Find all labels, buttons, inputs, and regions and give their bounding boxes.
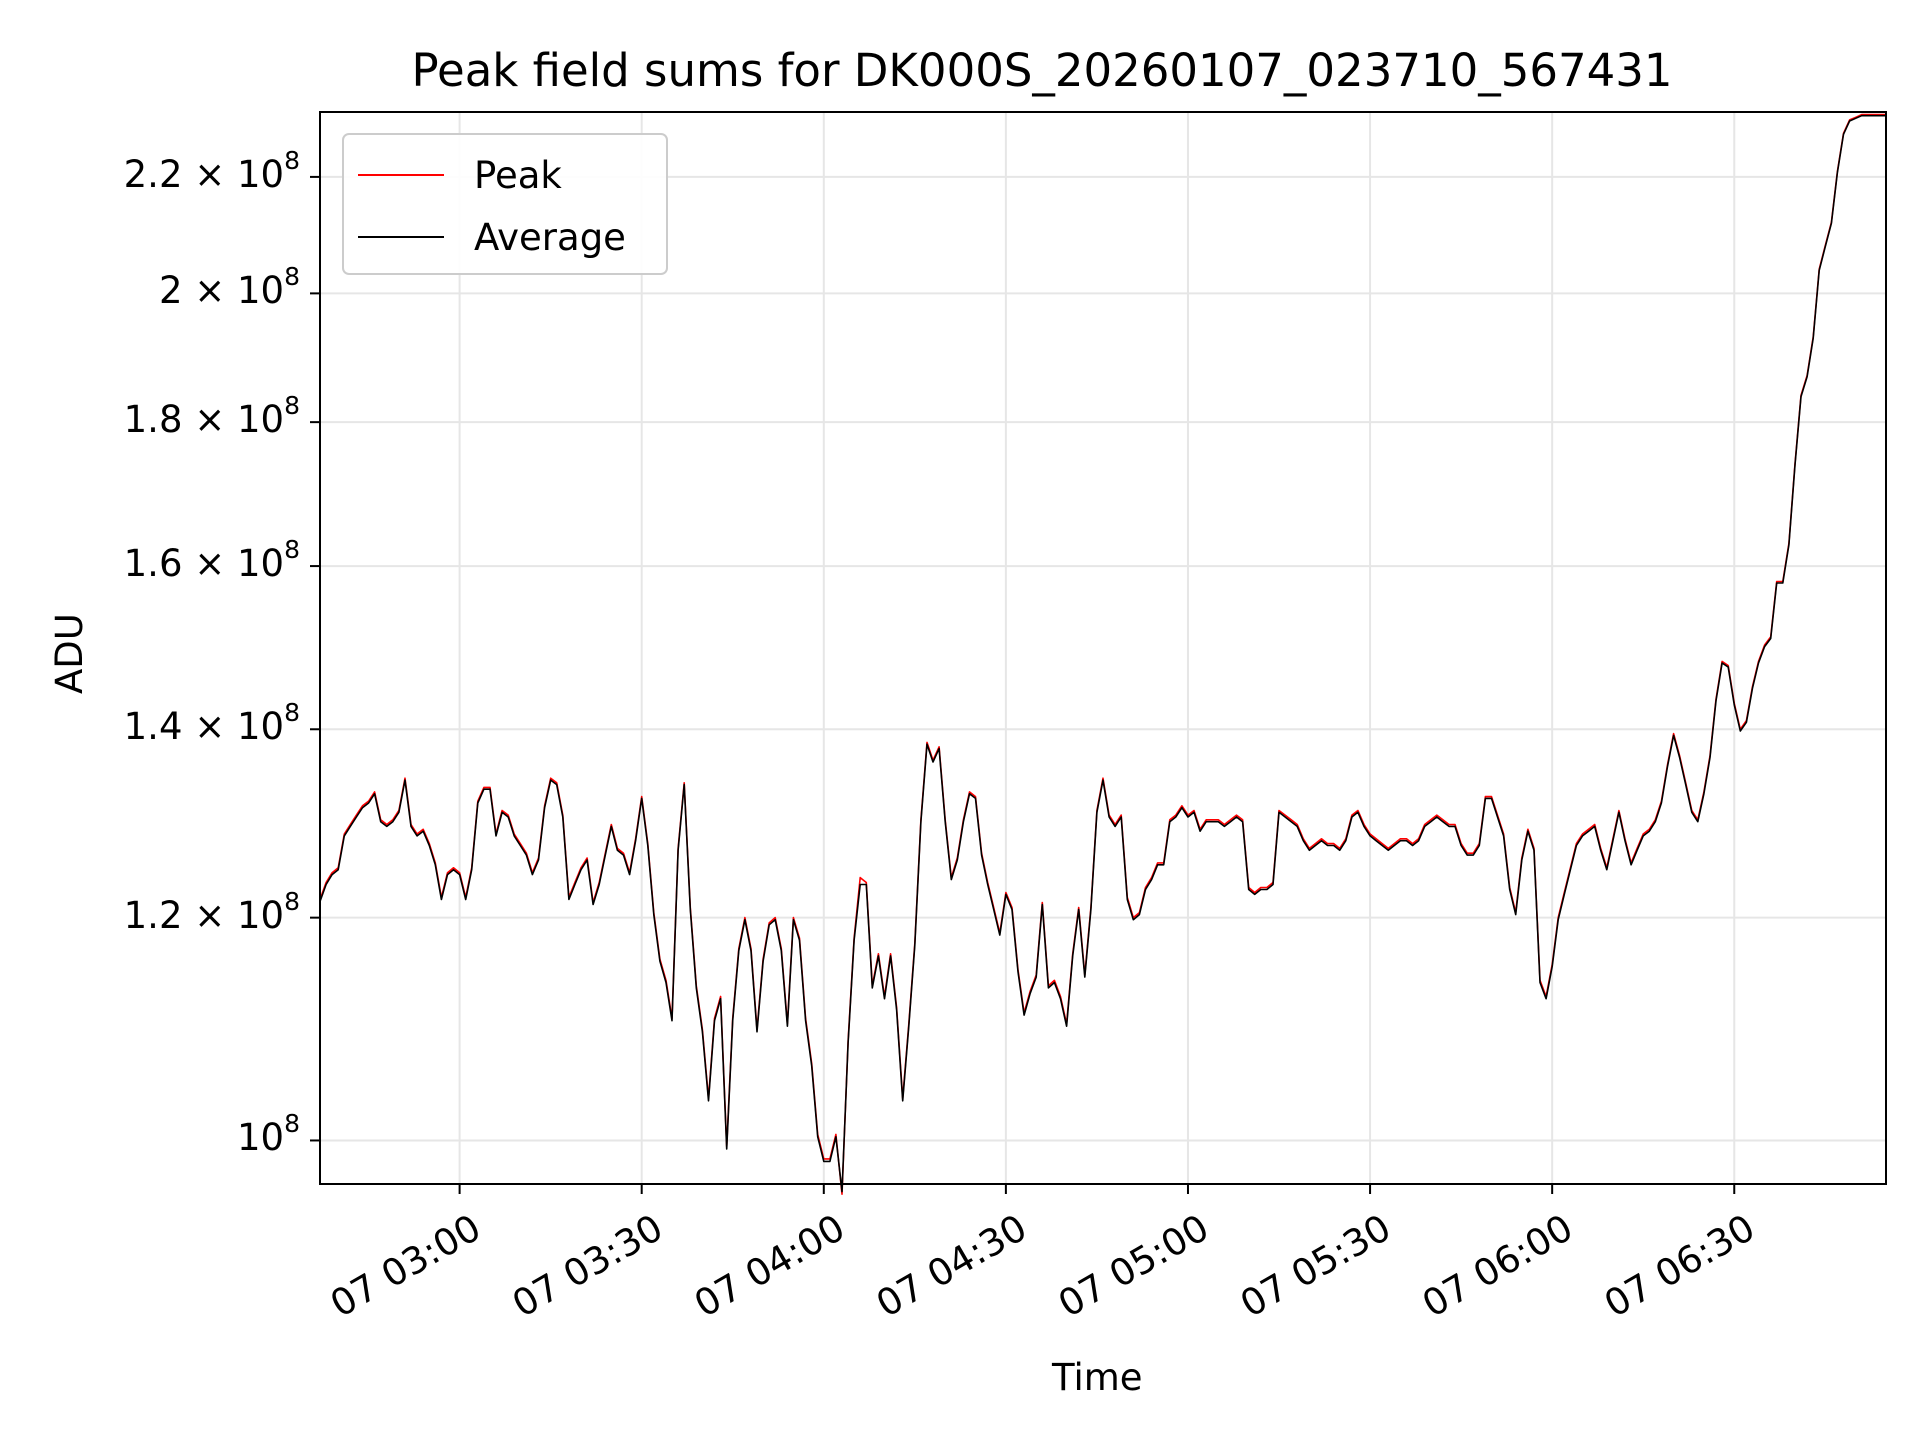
y-tick-label: 1.8 × 108 — [123, 391, 300, 442]
legend-item-peak: Peak — [358, 153, 562, 197]
y-tick-label: 2.2 × 108 — [123, 145, 300, 196]
legend-swatch-average — [358, 236, 444, 238]
y-axis-label: ADU — [48, 613, 91, 694]
legend: Peak Average — [342, 133, 668, 275]
legend-item-average: Average — [358, 215, 626, 259]
y-tick-label: 108 — [237, 1109, 300, 1160]
x-axis-label: Time — [1052, 1356, 1143, 1399]
series-line-average — [319, 114, 1886, 1193]
legend-label-peak: Peak — [474, 153, 562, 197]
series-layer — [319, 113, 1886, 1195]
plot-frame — [319, 111, 1887, 1185]
chart-title: Peak field sums for DK000S_20260107_0237… — [411, 44, 1673, 97]
series-line-peak — [319, 113, 1886, 1195]
y-tick-label: 1.6 × 108 — [123, 535, 300, 586]
y-tick-label: 2 × 108 — [158, 262, 300, 313]
legend-swatch-peak — [358, 174, 444, 176]
legend-label-average: Average — [474, 215, 626, 259]
grid — [320, 112, 1886, 1184]
tick-marks — [310, 175, 1736, 1194]
y-tick-label: 1.4 × 108 — [123, 698, 300, 749]
chart-title-wrap: Peak field sums for DK000S_20260107_0237… — [0, 44, 1920, 97]
y-tick-label: 1.2 × 108 — [123, 886, 300, 937]
